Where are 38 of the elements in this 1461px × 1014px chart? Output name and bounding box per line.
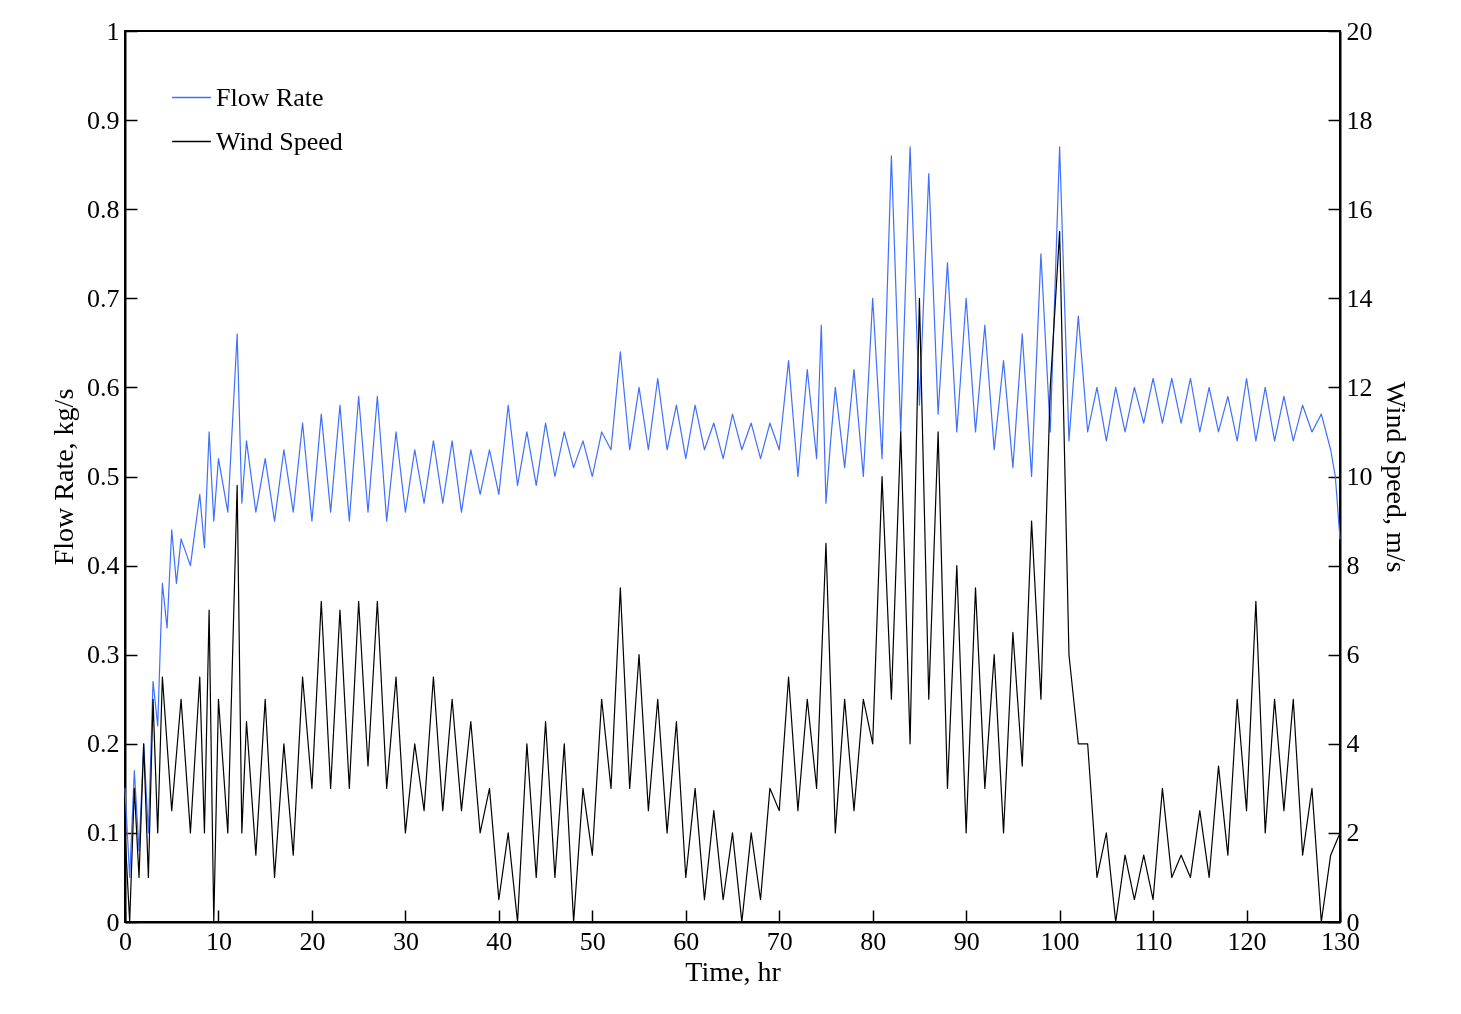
- y-tick-label: 0.2: [87, 729, 120, 759]
- y-tick-label: 0.6: [87, 372, 120, 402]
- y2-axis-title: Wind Speed, m/s: [1380, 381, 1412, 573]
- y-tick-label: 0.3: [87, 640, 120, 670]
- y2-tick-label: 16: [1346, 194, 1373, 224]
- y-tick-label: 0.7: [87, 283, 120, 313]
- y2-tick-label: 14: [1346, 283, 1373, 313]
- y-tick-label: 0.1: [87, 818, 120, 848]
- y2-tick-label: 20: [1346, 16, 1373, 46]
- x-tick-label: 30: [392, 926, 419, 956]
- y-tick-label: 0.9: [87, 105, 120, 135]
- y2-tick-label: 18: [1346, 105, 1373, 135]
- x-tick-label: 50: [579, 926, 606, 956]
- legend-label: Wind Speed: [216, 126, 343, 156]
- x-tick-label: 120: [1227, 926, 1267, 956]
- x-tick-label: 90: [953, 926, 980, 956]
- x-tick-label: 20: [299, 926, 326, 956]
- y2-tick-label: 6: [1346, 640, 1360, 670]
- legend-label: Flow Rate: [216, 82, 324, 112]
- x-tick-label: 10: [205, 926, 232, 956]
- x-tick-label: 70: [766, 926, 793, 956]
- y2-tick-label: 4: [1346, 729, 1360, 759]
- x-tick-label: 60: [673, 926, 700, 956]
- y-tick-label: 0: [106, 907, 120, 937]
- y-tick-label: 1: [106, 16, 120, 46]
- x-tick-label: 80: [860, 926, 887, 956]
- x-tick-label: 40: [486, 926, 513, 956]
- y-tick-label: 0.4: [87, 551, 120, 581]
- x-tick-label: 100: [1040, 926, 1080, 956]
- y2-tick-label: 8: [1346, 551, 1360, 581]
- y2-tick-label: 2: [1346, 818, 1360, 848]
- y-tick-label: 0.8: [87, 194, 120, 224]
- y2-tick-label: 10: [1346, 462, 1373, 491]
- y-axis-title: Flow Rate, kg/s: [48, 388, 79, 566]
- x-axis-title: Time, hr: [685, 955, 782, 987]
- y-tick-label: 0.5: [87, 462, 120, 491]
- y2-tick-label: 12: [1346, 372, 1373, 402]
- x-tick-label: 110: [1134, 926, 1173, 956]
